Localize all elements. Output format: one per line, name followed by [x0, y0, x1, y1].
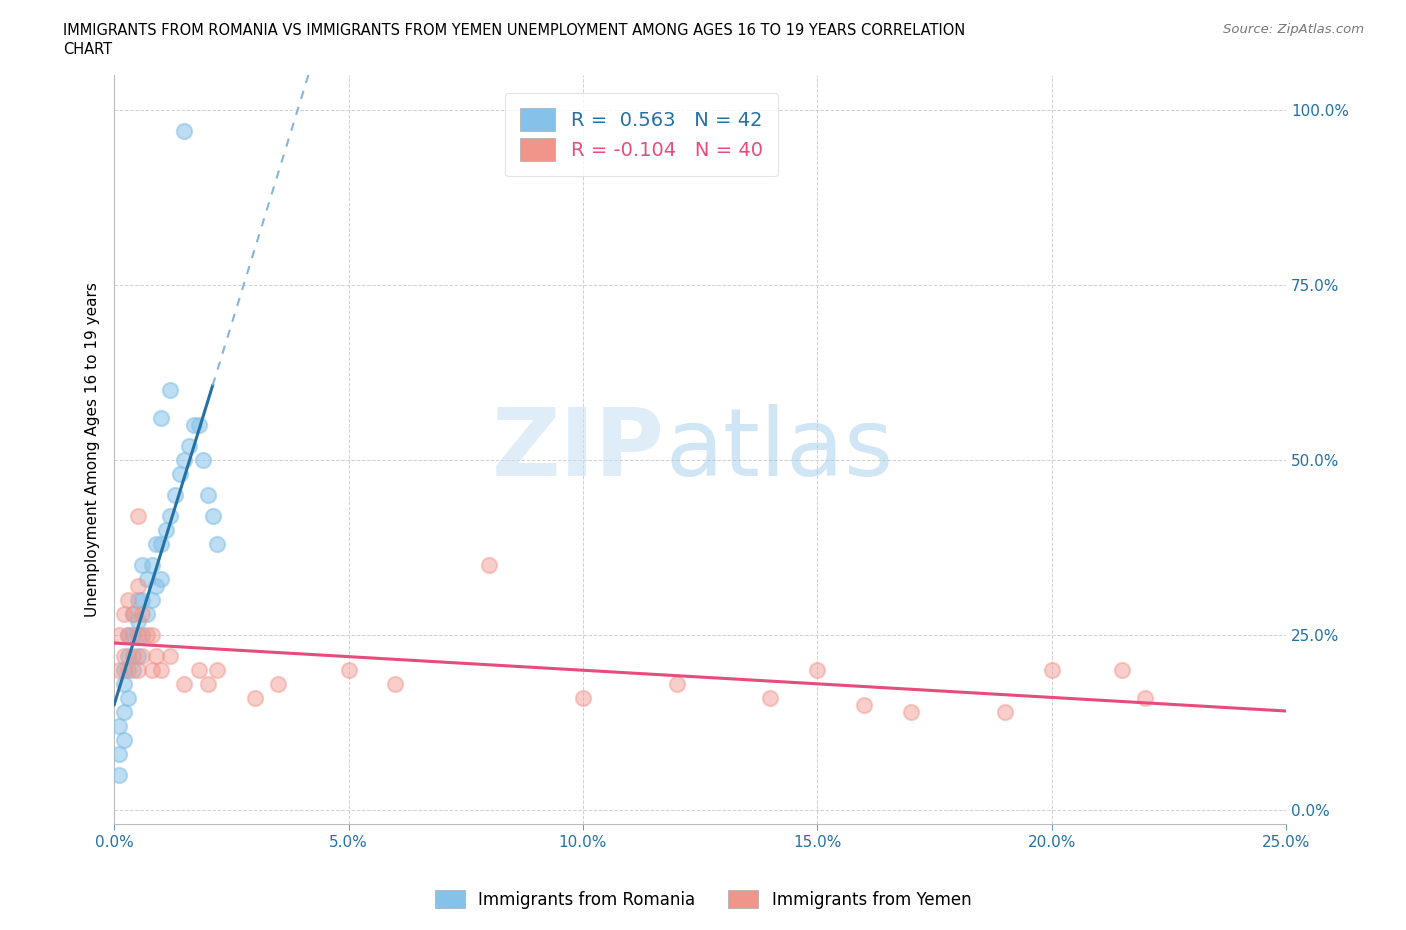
Text: ZIP: ZIP — [492, 404, 665, 496]
Point — [108, 628, 131, 643]
Point — [131, 593, 153, 608]
Point — [127, 509, 149, 524]
Point — [122, 649, 145, 664]
Text: Source: ZipAtlas.com: Source: ZipAtlas.com — [1223, 23, 1364, 36]
Point — [145, 649, 167, 664]
Point — [108, 768, 131, 783]
Point — [136, 572, 159, 587]
Point — [150, 411, 173, 426]
Point — [131, 649, 153, 664]
Point — [179, 439, 201, 454]
Point — [141, 663, 163, 678]
Point — [169, 467, 191, 482]
Point — [183, 418, 205, 432]
Point — [141, 628, 163, 643]
Point — [207, 537, 229, 551]
Point — [117, 628, 139, 643]
Point — [117, 628, 139, 643]
Y-axis label: Unemployment Among Ages 16 to 19 years: Unemployment Among Ages 16 to 19 years — [86, 283, 100, 618]
Point — [112, 649, 135, 664]
Point — [187, 663, 209, 678]
Point — [127, 614, 149, 629]
Legend: Immigrants from Romania, Immigrants from Yemen: Immigrants from Romania, Immigrants from… — [426, 882, 980, 917]
Point — [136, 628, 159, 643]
Point — [994, 705, 1017, 720]
Point — [572, 691, 595, 706]
Point — [150, 537, 173, 551]
Point — [117, 663, 139, 678]
Point — [112, 663, 135, 678]
Point — [131, 607, 153, 622]
Point — [117, 691, 139, 706]
Point — [127, 628, 149, 643]
Point — [665, 677, 688, 692]
Point — [122, 607, 145, 622]
Point — [112, 677, 135, 692]
Point — [127, 663, 149, 678]
Point — [122, 628, 145, 643]
Point — [478, 558, 501, 573]
Point — [155, 523, 177, 538]
Point — [159, 383, 181, 398]
Point — [173, 453, 195, 468]
Point — [145, 579, 167, 594]
Point — [127, 649, 149, 664]
Point — [108, 747, 131, 762]
Point — [201, 509, 224, 524]
Point — [141, 593, 163, 608]
Point — [197, 677, 219, 692]
Point — [150, 663, 173, 678]
Point — [207, 663, 229, 678]
Legend: R =  0.563   N = 42, R = -0.104   N = 40: R = 0.563 N = 42, R = -0.104 N = 40 — [505, 93, 779, 177]
Point — [127, 593, 149, 608]
Point — [122, 663, 145, 678]
Point — [173, 677, 195, 692]
Point — [243, 691, 266, 706]
Point — [131, 558, 153, 573]
Point — [136, 607, 159, 622]
Point — [165, 488, 187, 503]
Point — [384, 677, 406, 692]
Point — [150, 572, 173, 587]
Point — [112, 733, 135, 748]
Point — [1135, 691, 1157, 706]
Point — [173, 124, 195, 139]
Point — [159, 509, 181, 524]
Point — [337, 663, 360, 678]
Point — [122, 607, 145, 622]
Text: IMMIGRANTS FROM ROMANIA VS IMMIGRANTS FROM YEMEN UNEMPLOYMENT AMONG AGES 16 TO 1: IMMIGRANTS FROM ROMANIA VS IMMIGRANTS FR… — [63, 23, 966, 38]
Point — [108, 719, 131, 734]
Point — [112, 607, 135, 622]
Point — [108, 663, 131, 678]
Point — [1111, 663, 1133, 678]
Point — [117, 593, 139, 608]
Point — [187, 418, 209, 432]
Point — [267, 677, 290, 692]
Point — [853, 698, 876, 713]
Point — [141, 558, 163, 573]
Point — [159, 649, 181, 664]
Point — [131, 628, 153, 643]
Point — [117, 649, 139, 664]
Point — [759, 691, 782, 706]
Point — [900, 705, 922, 720]
Text: atlas: atlas — [665, 404, 893, 496]
Point — [112, 705, 135, 720]
Text: CHART: CHART — [63, 42, 112, 57]
Point — [806, 663, 828, 678]
Point — [193, 453, 215, 468]
Point — [197, 488, 219, 503]
Point — [127, 579, 149, 594]
Point — [145, 537, 167, 551]
Point — [1040, 663, 1063, 678]
